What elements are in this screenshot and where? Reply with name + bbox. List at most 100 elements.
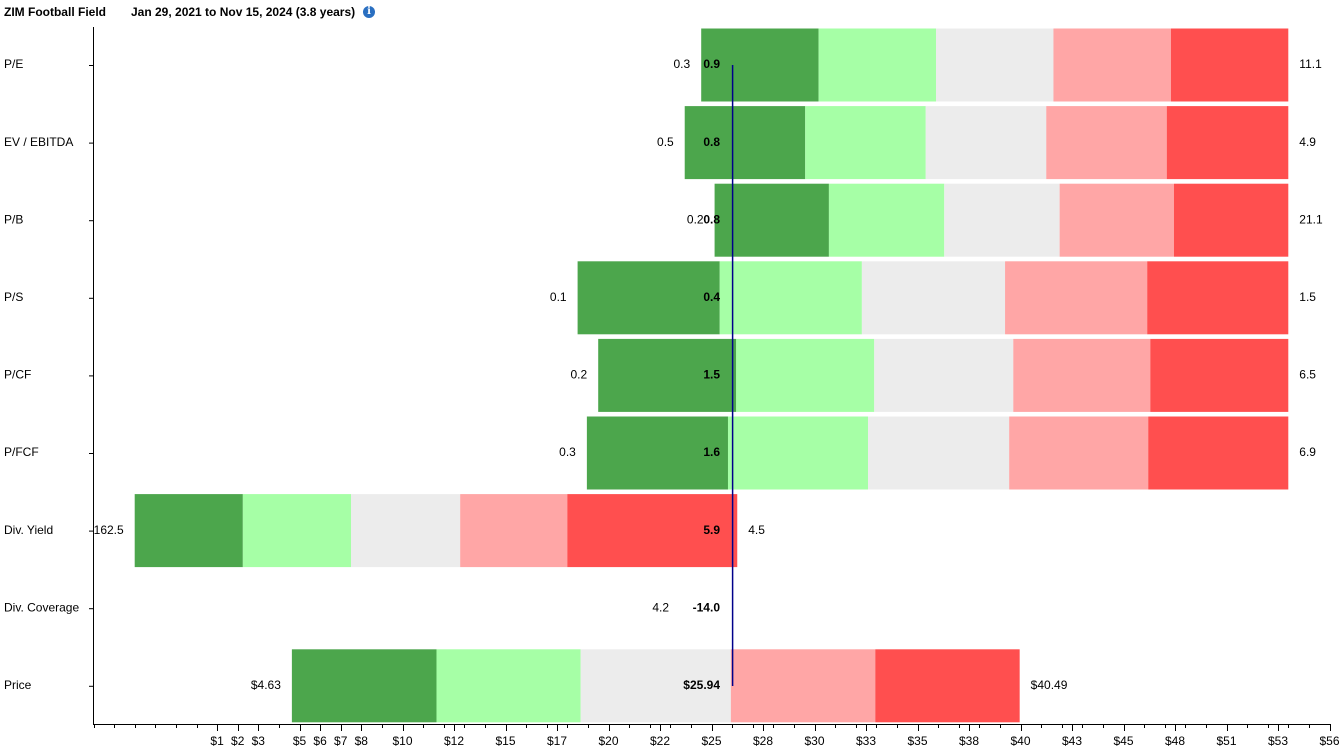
- x-tick-label: $2: [231, 734, 245, 748]
- high-label-p-e: 11.1: [1299, 57, 1322, 71]
- low-label-p-b: 0.2: [687, 212, 704, 226]
- x-tick-label: $15: [495, 734, 515, 748]
- band-p-cf-5: [1150, 338, 1289, 412]
- current-label-p-cf: 1.5: [703, 368, 720, 382]
- high-label-price: $40.49: [1031, 678, 1068, 692]
- row-label-div-yield: Div. Yield: [4, 523, 53, 537]
- current-label-div-yield: 5.9: [703, 523, 720, 537]
- band-p-s-2: [719, 261, 862, 335]
- band-div-yield-4: [460, 494, 568, 568]
- valuation-bands: [134, 28, 1289, 723]
- band-price-3: [580, 649, 731, 723]
- band-p-e-3: [936, 28, 1054, 102]
- band-p-e-1: [701, 28, 819, 102]
- row-label-p-fcf: P/FCF: [4, 445, 39, 459]
- band-div-yield-1: [134, 494, 243, 568]
- band-ev-ebitda-1: [684, 106, 806, 180]
- x-tick-label: $48: [1165, 734, 1185, 748]
- current-label-price: $25.94: [683, 678, 720, 692]
- band-div-yield-5: [567, 494, 738, 568]
- axes: [89, 27, 1330, 725]
- row-label-p-b: P/B: [4, 212, 23, 226]
- band-div-yield-2: [242, 494, 351, 568]
- current-label-div-coverage: -14.0: [693, 600, 721, 614]
- low-label-p-e: 0.3: [674, 57, 691, 71]
- row-label-ev-ebitda: EV / EBITDA: [4, 135, 73, 149]
- x-tick-label: $35: [907, 734, 927, 748]
- band-price-2: [436, 649, 581, 723]
- date-range: Jan 29, 2021 to Nov 15, 2024 (3.8 years): [131, 5, 356, 19]
- chart-title: ZIM Football Field: [4, 5, 106, 19]
- current-label-p-fcf: 1.6: [703, 445, 720, 459]
- row-label-p-e: P/E: [4, 57, 23, 71]
- current-label-p-s: 0.4: [703, 290, 720, 304]
- band-p-b-2: [828, 183, 945, 257]
- low-label-p-fcf: 0.3: [559, 445, 576, 459]
- x-tick-label: $33: [856, 734, 876, 748]
- low-label-p-s: 0.1: [550, 290, 567, 304]
- x-tick-label: $1: [210, 734, 224, 748]
- x-tick-label: $43: [1062, 734, 1082, 748]
- band-p-cf-1: [598, 338, 737, 412]
- band-p-fcf-3: [868, 416, 1010, 490]
- band-p-b-4: [1059, 183, 1174, 257]
- row-label-div-coverage: Div. Coverage: [4, 600, 79, 614]
- high-label-p-cf: 6.5: [1299, 368, 1316, 382]
- current-label-p-b: 0.8: [703, 212, 720, 226]
- x-tick-label: $5: [293, 734, 307, 748]
- band-p-fcf-4: [1009, 416, 1149, 490]
- band-p-b-5: [1173, 183, 1289, 257]
- band-p-b-3: [944, 183, 1060, 257]
- band-p-s-1: [577, 261, 720, 335]
- low-label-price: $4.63: [251, 678, 281, 692]
- x-tick-label: $45: [1113, 734, 1133, 748]
- band-price-1: [291, 649, 437, 723]
- x-tick-label: $38: [959, 734, 979, 748]
- x-tick-label: $30: [804, 734, 824, 748]
- band-p-cf-2: [736, 338, 875, 412]
- x-tick-label: $53: [1268, 734, 1288, 748]
- x-tick-label: $3: [252, 734, 266, 748]
- x-tick-label: $51: [1216, 734, 1236, 748]
- x-tick-label: $10: [392, 734, 412, 748]
- x-tick-label: $40: [1010, 734, 1030, 748]
- high-label-p-s: 1.5: [1299, 290, 1316, 304]
- x-tick-label: $7: [334, 734, 348, 748]
- high-label-p-b: 21.1: [1299, 212, 1323, 226]
- band-p-e-5: [1170, 28, 1289, 102]
- band-p-cf-4: [1013, 338, 1151, 412]
- x-tick-label: $6: [313, 734, 327, 748]
- band-p-fcf-2: [727, 416, 869, 490]
- info-icon[interactable]: i: [363, 6, 375, 18]
- row-label-p-cf: P/CF: [4, 368, 31, 382]
- low-label-ev-ebitda: 0.5: [657, 135, 674, 149]
- x-tick-label: $25: [701, 734, 721, 748]
- x-tick-label: $8: [355, 734, 369, 748]
- low-label-div-coverage: 4.2: [652, 600, 669, 614]
- band-ev-ebitda-4: [1046, 106, 1167, 180]
- x-tick-label: $22: [650, 734, 670, 748]
- current-label-p-e: 0.9: [703, 57, 720, 71]
- low-label-div-yield: 162.5: [94, 523, 124, 537]
- x-tick-label: $28: [753, 734, 773, 748]
- x-tick-label: $20: [598, 734, 618, 748]
- band-p-b-1: [714, 183, 829, 257]
- x-axis-ticks: $1 $2 $3 $5 $6 $7 $8 $10 $12 $15 $17 $20 $22 $25 $28 $3…: [94, 724, 1340, 748]
- high-label-ev-ebitda: 4.9: [1299, 135, 1316, 149]
- band-p-s-5: [1147, 261, 1289, 335]
- current-label-ev-ebitda: 0.8: [703, 135, 720, 149]
- x-tick-label: $12: [444, 734, 464, 748]
- band-ev-ebitda-2: [805, 106, 926, 180]
- band-ev-ebitda-3: [925, 106, 1047, 180]
- row-label-p-s: P/S: [4, 290, 23, 304]
- band-price-4: [730, 649, 876, 723]
- value-labels: P/E 0.3 11.1 0.9 EV / EBITDA 0.5 4.9 0.8 P/B 0.2 2…: [4, 57, 1323, 692]
- band-p-cf-3: [874, 338, 1014, 412]
- high-label-p-fcf: 6.9: [1299, 445, 1316, 459]
- band-p-e-4: [1053, 28, 1171, 102]
- band-p-e-2: [818, 28, 937, 102]
- band-div-yield-3: [351, 494, 461, 568]
- x-tick-label: $56: [1319, 734, 1339, 748]
- high-label-div-yield: 4.5: [748, 523, 765, 537]
